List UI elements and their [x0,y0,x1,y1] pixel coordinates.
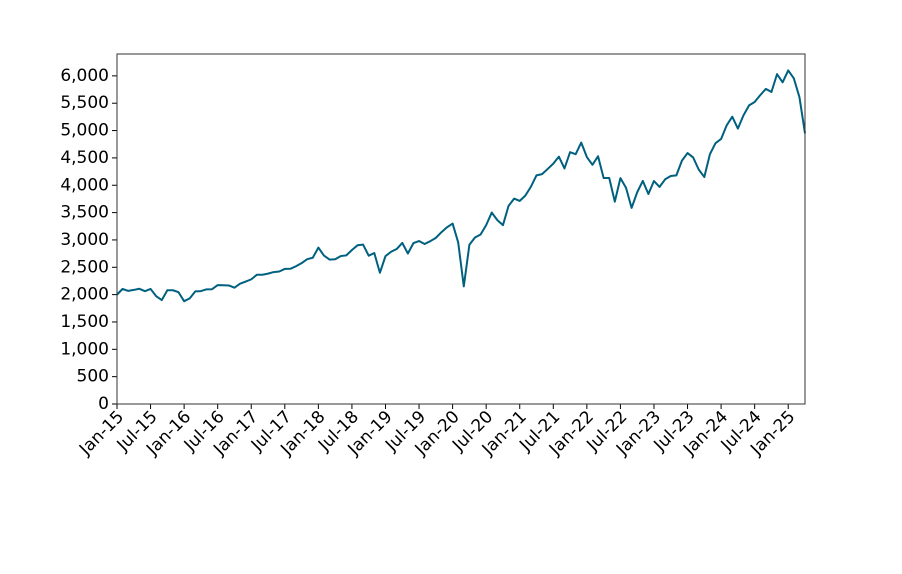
y-tick-label: 4,500 [60,148,109,168]
price-line [116,69,806,303]
y-tick-label: 1,500 [60,312,109,332]
plot-frame [116,53,806,405]
y-tick-label: 3,000 [60,230,109,250]
y-tick-label: 6,000 [60,66,109,86]
y-tick-label: 5,000 [60,121,109,141]
y-tick-label: 500 [77,367,109,387]
y-tick-label: 2,000 [60,285,109,305]
y-tick-label: 2,500 [60,257,109,277]
y-tick-label: 4,000 [60,175,109,195]
y-tick-label: 0 [98,394,109,414]
y-tick-label: 1,000 [60,339,109,359]
y-tick-label: 5,500 [60,93,109,113]
y-tick-label: 3,500 [60,203,109,223]
